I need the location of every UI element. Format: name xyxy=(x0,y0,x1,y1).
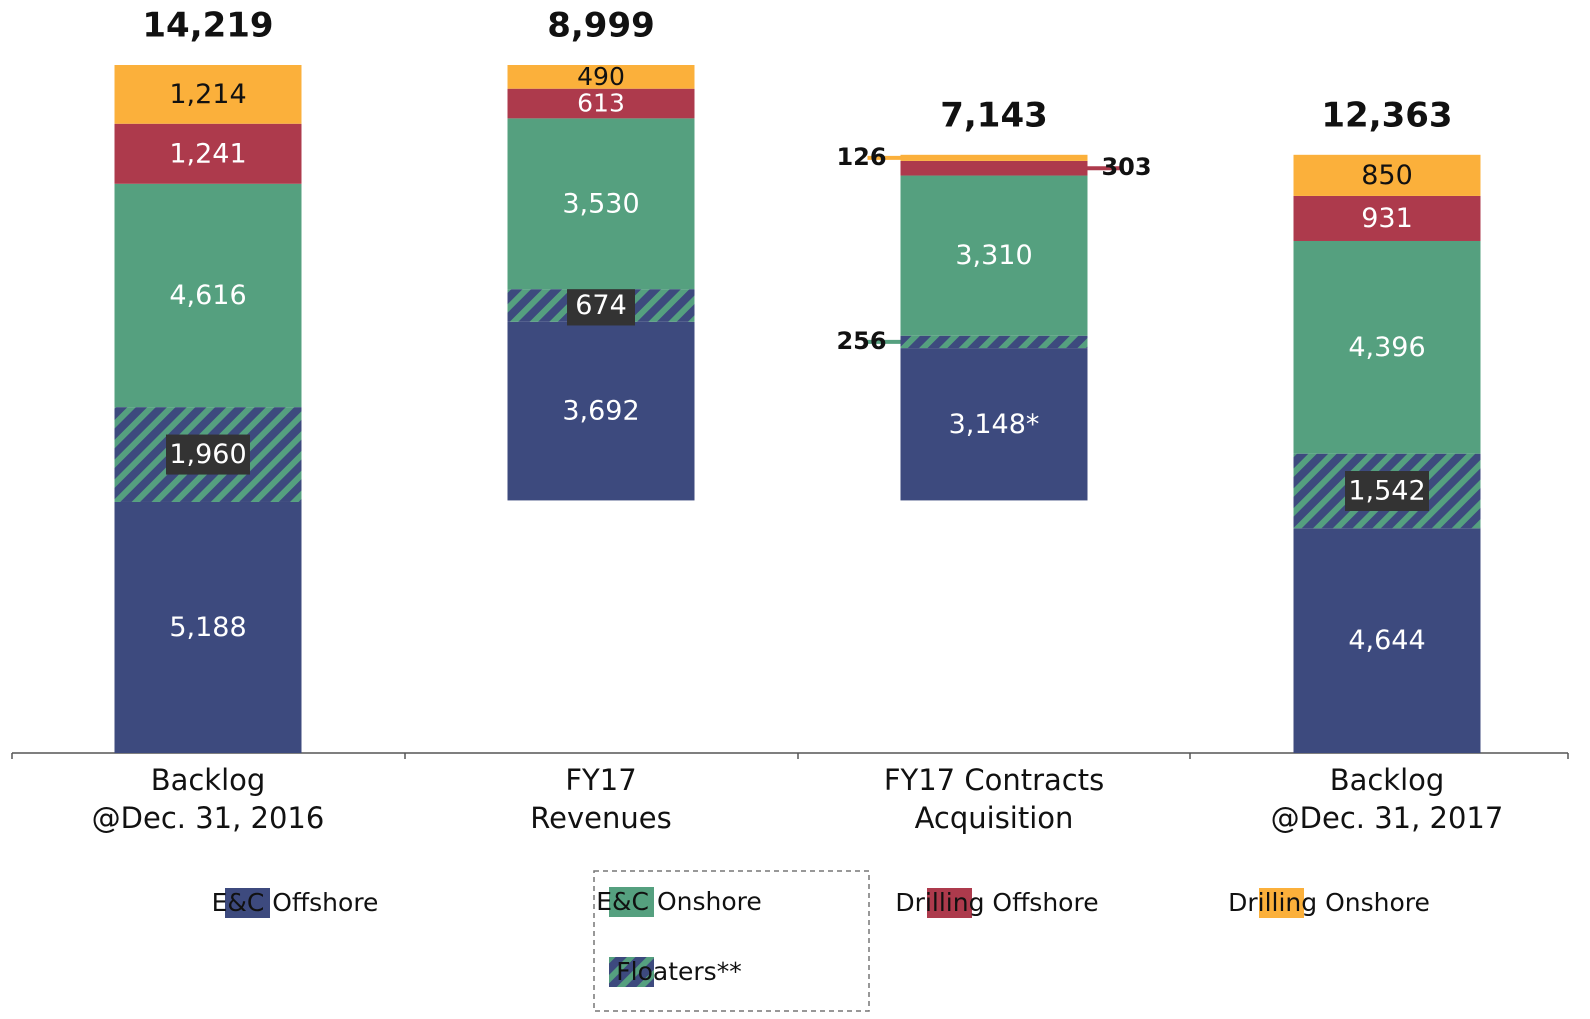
value-label: 256 xyxy=(836,327,886,355)
bar-segment xyxy=(1293,154,1481,196)
total-label: 8,999 xyxy=(547,6,655,46)
bar-segment xyxy=(900,160,1088,176)
x-tick-label: FY17 xyxy=(565,763,636,797)
bar-segment xyxy=(507,88,695,119)
bar-segment xyxy=(507,118,695,290)
value-label: 3,310 xyxy=(955,240,1032,271)
bar-segment xyxy=(900,335,1088,349)
legend-swatch xyxy=(1259,888,1304,918)
value-label: 3,148* xyxy=(949,409,1040,440)
value-label-box xyxy=(166,434,250,475)
value-label: 4,396 xyxy=(1348,332,1425,363)
x-tick-label: Revenues xyxy=(530,801,671,835)
value-label: 5,188 xyxy=(169,612,246,643)
x-tick-label: @Dec. 31, 2017 xyxy=(1271,801,1504,835)
legend-label: Drilling Offshore xyxy=(895,888,1098,917)
value-label: 1,241 xyxy=(169,138,246,169)
value-label: 1,214 xyxy=(169,79,246,110)
bar-segment xyxy=(1293,195,1481,241)
bar-segment xyxy=(114,501,302,753)
total-label: 7,143 xyxy=(940,95,1048,135)
bar-segment xyxy=(900,348,1088,501)
x-tick-label: FY17 Contracts xyxy=(884,763,1104,797)
legend-swatch xyxy=(609,887,654,917)
legend-swatch xyxy=(225,888,270,918)
legend-label: E&C Offshore xyxy=(212,888,379,917)
bar-segment xyxy=(114,65,302,124)
value-label: 1,960 xyxy=(169,439,246,470)
bar-segment xyxy=(507,65,695,89)
value-label: 303 xyxy=(1101,153,1151,181)
x-tick-label: @Dec. 31, 2016 xyxy=(92,801,325,835)
bar-segment xyxy=(507,321,695,501)
value-label: 1,542 xyxy=(1348,475,1425,506)
x-tick-label: Backlog xyxy=(151,763,266,797)
value-label-box xyxy=(1345,470,1429,511)
legend-label: Drilling Onshore xyxy=(1228,888,1430,917)
bar-segment xyxy=(900,175,1088,336)
value-label: 3,692 xyxy=(562,396,639,427)
value-label: 3,530 xyxy=(562,188,639,219)
legend-group-box xyxy=(593,870,870,1012)
legend-label: E&C Onshore xyxy=(596,887,762,916)
value-label: 126 xyxy=(836,143,886,171)
value-label: 613 xyxy=(577,89,625,118)
legend-swatch xyxy=(609,957,654,987)
bar-segment xyxy=(114,123,302,184)
total-label: 12,363 xyxy=(1321,95,1452,135)
value-label: 490 xyxy=(577,62,625,91)
total-label: 14,219 xyxy=(142,6,273,46)
x-tick-label: Acquisition xyxy=(915,801,1074,835)
value-label: 4,644 xyxy=(1348,625,1425,656)
legend-swatch xyxy=(927,888,972,918)
value-label: 850 xyxy=(1361,160,1413,191)
bar-segment xyxy=(1293,240,1481,454)
bar-segment xyxy=(900,154,1088,161)
x-tick-label: Backlog xyxy=(1330,763,1445,797)
value-label: 931 xyxy=(1361,203,1413,234)
legend-label: Floaters** xyxy=(616,957,741,986)
value-label-box xyxy=(567,285,635,326)
bar-segment xyxy=(1293,528,1481,753)
bar-segment xyxy=(114,183,302,408)
value-label: 674 xyxy=(575,290,627,321)
value-label: 4,616 xyxy=(169,280,246,311)
